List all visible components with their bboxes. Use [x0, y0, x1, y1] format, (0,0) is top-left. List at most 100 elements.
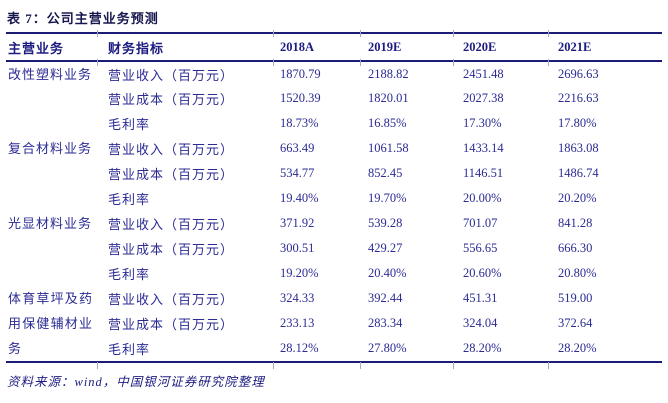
value-cell-2018a: 534.77: [280, 166, 315, 180]
table-title: 表 7：公司主营业务预测: [7, 11, 159, 26]
value-cell-2019e: 429.27: [368, 241, 403, 255]
value-cell-2021e: 1486.74: [558, 166, 599, 180]
indicator-cell: 营业收入（百万元）: [108, 292, 235, 308]
value-cell-2020e: 17.30%: [463, 116, 502, 130]
indicator-cell: 毛利率: [108, 192, 151, 207]
value-cell-2020e: 2027.38: [463, 91, 504, 105]
column-boundary-tick: [548, 59, 549, 66]
value-cell-2018a: 300.51: [280, 241, 315, 255]
value-cell-2019e: 19.70%: [368, 191, 407, 205]
table-row: 体育草坪及药 用保健辅材业务 营业收入（百万元） 324.33 392.44 451…: [6, 286, 662, 356]
indicator-cell: 营业成本（百万元）: [108, 317, 235, 333]
value-cell-2020e: 1146.51: [463, 166, 504, 180]
column-boundary-tick: [453, 59, 454, 66]
value-cell-2020e: 20.60%: [463, 266, 502, 280]
indicator-cell: 毛利率: [108, 342, 151, 358]
column-boundary-tick: [273, 30, 274, 37]
column-boundary-tick: [360, 362, 361, 369]
value-cell-2021e: 20.20%: [558, 191, 597, 205]
column-header-year-2020e: 2020E: [463, 39, 497, 54]
value-cell-2021e: 1863.08: [558, 141, 599, 155]
value-cell-2021e: 20.80%: [558, 266, 597, 280]
table-row: 营业成本（百万元） 1520.39 1820.01 2027.38 2216.6…: [6, 86, 662, 111]
indicator-cell: 毛利率: [108, 267, 151, 282]
value-cell-2019e: 27.80%: [368, 341, 407, 356]
column-boundary-tick: [97, 30, 98, 37]
table-row: 毛利率 19.20% 20.40% 20.60% 20.80%: [6, 261, 662, 286]
value-cell-2020e: 2451.48: [463, 66, 504, 81]
table-row: 营业成本（百万元） 300.51 429.27 556.65 666.30: [6, 236, 662, 261]
column-boundary-tick: [453, 30, 454, 37]
value-cell-2020e: 451.31: [463, 291, 498, 306]
value-cell-2021e: 372.64: [558, 316, 593, 331]
business-name-cell: 光显材料业务: [6, 211, 97, 286]
table-row: 复合材料业务 营业收入（百万元） 663.49 1061.58 1433.14 1…: [6, 136, 662, 161]
table-row: 毛利率 19.40% 19.70% 20.00% 20.20%: [6, 186, 662, 211]
table-row: 光显材料业务 营业收入（百万元） 371.92 539.28 701.07 841…: [6, 211, 662, 236]
column-header-business: 主营业务: [8, 40, 65, 56]
value-cell-2018a: 1520.39: [280, 91, 321, 105]
value-cell-2021e: 841.28: [558, 216, 593, 230]
table-row: 改性塑料业务 营业收入（百万元） 1870.79 2188.82 2451.48 …: [6, 61, 662, 86]
column-header-indicator: 财务指标: [108, 40, 165, 56]
business-name-line: 务: [8, 341, 23, 356]
business-name-line: 用保健辅材业: [8, 316, 93, 331]
value-cell-2018a: 233.13: [280, 316, 315, 331]
column-header-year-2021e: 2021E: [558, 39, 592, 54]
table-row: 营业成本（百万元） 233.13 283.34 324.04 372.64: [6, 311, 662, 336]
column-boundary-tick: [97, 362, 98, 369]
value-cell-2020e: 20.00%: [463, 191, 502, 205]
column-boundary-tick: [548, 30, 549, 37]
value-cell-2019e: 283.34: [368, 316, 403, 331]
value-cell-2021e: 666.30: [558, 241, 593, 255]
value-cell-2020e: 28.20%: [463, 341, 502, 356]
column-boundary-tick: [273, 362, 274, 369]
value-cell-2021e: 2696.63: [558, 66, 599, 81]
value-cell-2019e: 2188.82: [368, 66, 409, 81]
business-name-line: 体育草坪及药: [8, 291, 93, 306]
column-boundary-tick: [548, 362, 549, 369]
indicator-cell: 毛利率: [108, 117, 151, 132]
value-cell-2019e: 1820.01: [368, 91, 409, 105]
table-row: 营业成本（百万元） 534.77 852.45 1146.51 1486.74: [6, 161, 662, 186]
value-cell-2019e: 16.85%: [368, 116, 407, 130]
column-header-year-2018a: 2018A: [280, 39, 315, 54]
main-business-forecast-table: 主营业务 财务指标 2018A 2019E 2020E 2021E 改性塑料业务…: [6, 32, 662, 363]
value-cell-2019e: 20.40%: [368, 266, 407, 280]
table-row: 毛利率 18.73% 16.85% 17.30% 17.80%: [6, 111, 662, 136]
value-cell-2018a: 19.20%: [280, 266, 319, 280]
value-cell-2018a: 19.40%: [280, 191, 319, 205]
column-header-year-2019e: 2019E: [368, 39, 402, 54]
business-name-line: 光显材料业务: [8, 216, 93, 231]
table-row: 毛利率 28.12% 27.80% 28.20% 28.20%: [6, 337, 662, 362]
value-cell-2021e: 519.00: [558, 291, 593, 306]
value-cell-2020e: 1433.14: [463, 141, 504, 155]
source-note: 资料来源：wind，中国银河证券研究院整理: [7, 375, 265, 389]
value-cell-2018a: 1870.79: [280, 66, 321, 81]
indicator-cell: 营业成本（百万元）: [108, 167, 235, 182]
value-cell-2021e: 28.20%: [558, 341, 597, 356]
value-cell-2020e: 556.65: [463, 241, 498, 255]
indicator-cell: 营业成本（百万元）: [108, 242, 235, 257]
indicator-cell: 营业收入（百万元）: [108, 217, 235, 232]
value-cell-2018a: 371.92: [280, 216, 315, 230]
indicator-cell: 营业收入（百万元）: [108, 67, 235, 83]
value-cell-2020e: 701.07: [463, 216, 498, 230]
value-cell-2020e: 324.04: [463, 316, 498, 331]
business-name-cell: 改性塑料业务: [6, 61, 97, 136]
value-cell-2021e: 17.80%: [558, 116, 597, 130]
value-cell-2018a: 28.12%: [280, 341, 319, 356]
column-boundary-tick: [360, 59, 361, 66]
business-name-cell: 体育草坪及药 用保健辅材业务: [6, 286, 97, 362]
column-boundary-tick: [97, 59, 98, 66]
value-cell-2018a: 663.49: [280, 141, 315, 155]
value-cell-2021e: 2216.63: [558, 91, 599, 105]
indicator-cell: 营业成本（百万元）: [108, 92, 235, 107]
column-boundary-tick: [360, 30, 361, 37]
indicator-cell: 营业收入（百万元）: [108, 142, 235, 157]
business-name-line: 复合材料业务: [8, 141, 93, 156]
value-cell-2019e: 1061.58: [368, 141, 409, 155]
column-boundary-tick: [273, 59, 274, 66]
header-row: 主营业务 财务指标 2018A 2019E 2020E 2021E: [6, 33, 662, 61]
